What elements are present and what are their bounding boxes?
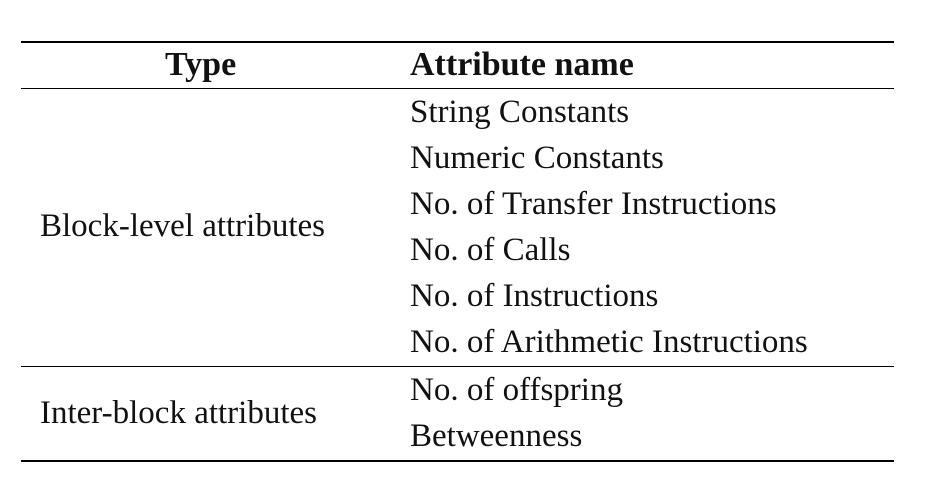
block-level-type-label: Block-level attributes bbox=[40, 208, 325, 244]
attribute-item: No. of Calls bbox=[410, 232, 571, 268]
inter-block-attribute-list: No. of offspring Betweenness bbox=[410, 367, 623, 459]
group-separator-rule bbox=[21, 366, 894, 367]
header-separator-rule bbox=[21, 88, 894, 89]
attribute-item: No. of Instructions bbox=[410, 278, 659, 314]
table-bottom-rule bbox=[21, 460, 894, 462]
attribute-item: Numeric Constants bbox=[410, 140, 664, 176]
table-top-rule bbox=[21, 41, 894, 43]
attribute-item: No. of offspring bbox=[410, 372, 623, 408]
attribute-item: No. of Transfer Instructions bbox=[410, 186, 777, 222]
attribute-name-column-header: Attribute name bbox=[410, 46, 634, 83]
block-level-attribute-list: String Constants Numeric Constants No. o… bbox=[410, 89, 808, 365]
attribute-item: No. of Arithmetic Instructions bbox=[410, 324, 808, 360]
attribute-item: String Constants bbox=[410, 94, 630, 130]
inter-block-type-label: Inter-block attributes bbox=[40, 395, 317, 431]
attribute-item: Betweenness bbox=[410, 418, 583, 454]
type-column-header: Type bbox=[165, 46, 237, 83]
